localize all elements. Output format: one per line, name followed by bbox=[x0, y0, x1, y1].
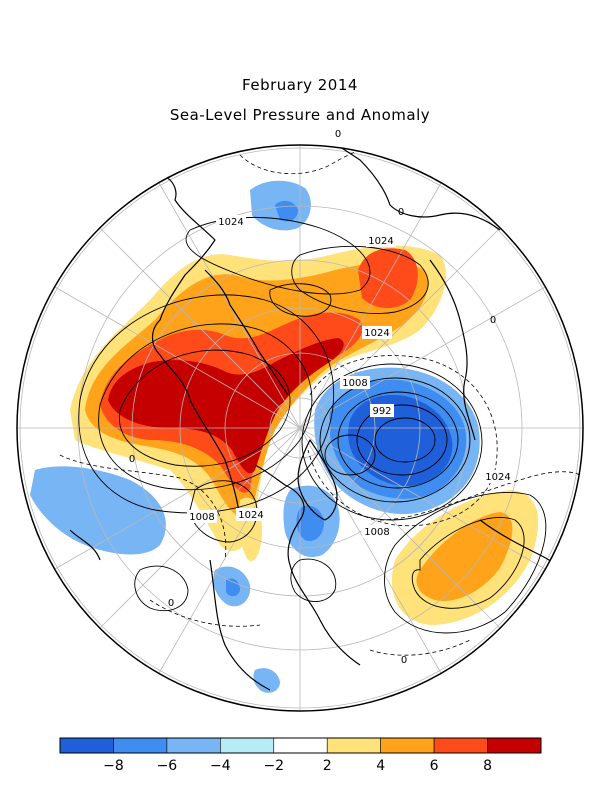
colorbar-swatch bbox=[273, 737, 328, 754]
coastlines bbox=[69, 145, 583, 691]
zero-contour bbox=[369, 639, 471, 656]
anomaly-positive-extreme bbox=[108, 338, 344, 474]
coastline-greenland-europe bbox=[309, 145, 501, 231]
anomaly-positive-atlantic-moderate bbox=[416, 512, 513, 602]
colorbar-tick-label: −4 bbox=[210, 758, 231, 774]
zero-contour bbox=[307, 355, 498, 527]
isobar-label: 1024 bbox=[368, 236, 393, 247]
coastline-islands bbox=[69, 529, 101, 561]
colorbar-tick-label: −6 bbox=[157, 758, 178, 774]
colorbar-swatch bbox=[487, 737, 542, 754]
zero-label: 0 bbox=[401, 655, 407, 666]
isobar-label: 1008 bbox=[189, 512, 214, 523]
colorbar-swatch bbox=[59, 737, 114, 754]
isobar-label: 1024 bbox=[218, 217, 243, 228]
anomaly-negative-southwest bbox=[253, 668, 280, 693]
contour-labels: 1024 1024 1024 1008 992 1024 1008 1024 1… bbox=[129, 129, 513, 666]
colorbar-tick-label: 4 bbox=[376, 758, 385, 774]
coastline-west-coast bbox=[209, 559, 271, 691]
isobar-label: 1008 bbox=[364, 527, 389, 538]
isobar bbox=[384, 492, 547, 634]
isobar-label: 992 bbox=[372, 406, 391, 417]
colorbar-tick-label: 2 bbox=[323, 758, 332, 774]
colorbar-tick-label: 8 bbox=[483, 758, 492, 774]
isobar bbox=[356, 404, 448, 476]
graticule bbox=[17, 145, 583, 711]
map-boundary bbox=[16, 144, 584, 712]
colorbar: −8 −6 −4 −2 2 4 6 8 bbox=[59, 737, 542, 774]
colorbar-tick-label: −2 bbox=[263, 758, 284, 774]
colorbar-swatch bbox=[433, 737, 488, 754]
isobar bbox=[301, 363, 483, 521]
isobars bbox=[78, 216, 547, 634]
isobar bbox=[118, 349, 291, 467]
zero-contour bbox=[149, 599, 261, 627]
zero-label: 0 bbox=[129, 454, 135, 465]
coastline-asia-pacific bbox=[149, 173, 241, 521]
isobar bbox=[290, 558, 337, 602]
coastline-siberia bbox=[204, 269, 289, 396]
colorbar-tick-label: −8 bbox=[103, 758, 124, 774]
zero-label: 0 bbox=[168, 598, 174, 609]
isobar bbox=[337, 391, 459, 489]
zero-contour bbox=[59, 454, 227, 561]
isobar bbox=[134, 565, 189, 612]
isobar bbox=[324, 434, 376, 476]
colorbar-swatch bbox=[113, 737, 168, 754]
isobar bbox=[291, 245, 429, 314]
anomaly-positive-strong-north bbox=[358, 248, 418, 309]
isobar-label: 1024 bbox=[238, 510, 263, 521]
colorbar-swatch bbox=[380, 737, 435, 754]
colorbar-swatch bbox=[220, 737, 275, 754]
zero-contour bbox=[379, 471, 581, 521]
map-title: February 2014 bbox=[242, 76, 358, 94]
isobar-label: 1008 bbox=[342, 378, 367, 389]
zero-label: 0 bbox=[335, 129, 341, 140]
anomaly-negative-westus-core bbox=[226, 578, 240, 597]
isobar bbox=[319, 377, 471, 503]
colorbar-swatch bbox=[326, 737, 381, 754]
isobar bbox=[269, 283, 332, 317]
isobar-label: 1024 bbox=[364, 328, 389, 339]
anomaly-shading bbox=[30, 180, 539, 693]
coastline-europe bbox=[429, 259, 476, 441]
map-subtitle: Sea-Level Pressure and Anomaly bbox=[169, 106, 431, 124]
coastline-north-america bbox=[254, 464, 361, 666]
colorbar-tick-label: 6 bbox=[430, 758, 439, 774]
zero-label: 0 bbox=[490, 315, 496, 326]
isobar bbox=[78, 294, 334, 514]
isobar bbox=[98, 323, 313, 491]
isobar bbox=[374, 417, 436, 463]
coastline-hudson bbox=[297, 439, 338, 521]
colorbar-swatch bbox=[166, 737, 221, 754]
zero-label: 0 bbox=[398, 207, 404, 218]
isobar bbox=[189, 480, 258, 543]
isobar-label: 1024 bbox=[485, 472, 510, 483]
isobar bbox=[411, 516, 525, 609]
anomaly-negative-pacific bbox=[30, 466, 166, 555]
isobar bbox=[185, 216, 371, 295]
